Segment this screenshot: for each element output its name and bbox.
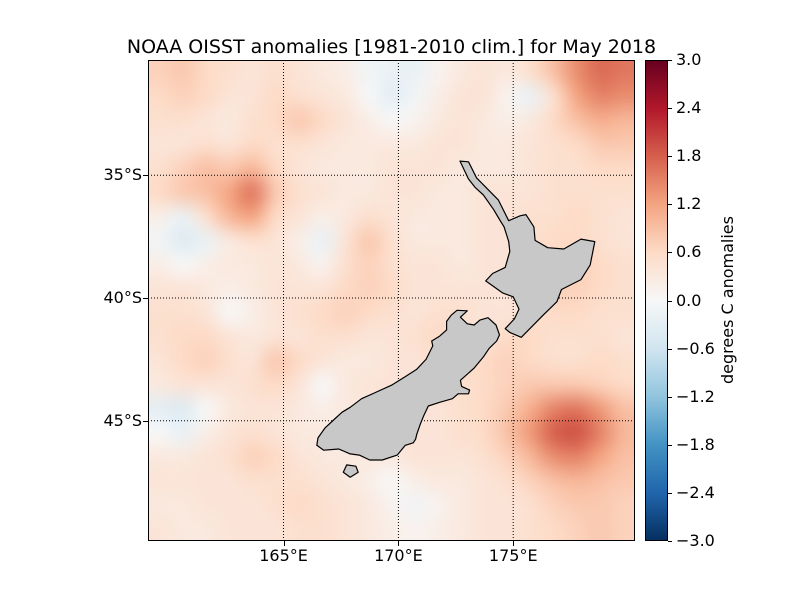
map-overlay [148,60,635,541]
colorbar-tick-label: −2.4 [676,482,715,502]
colorbar-tick-mark [668,348,672,350]
colorbar-tick-mark [668,156,672,158]
y-axis-tick-label: 35°S [103,165,142,185]
colorbar-tick-mark [668,204,672,206]
colorbar-tick-mark [668,252,672,254]
colorbar-tick-label: −3.0 [676,531,715,550]
colorbar-label: degrees C anomalies [718,216,737,384]
colorbar-tick-mark [668,541,672,542]
x-axis-tick-label: 175°E [488,546,538,565]
x-axis-tick-mark [513,541,515,546]
map-plot-area [148,60,635,541]
stewart-island-landmass [342,464,359,478]
colorbar-tick-mark [668,300,672,302]
graticule-gridlines [148,60,635,541]
y-axis-tick-mark [143,420,148,422]
colorbar-tick-label: −0.6 [676,338,715,358]
x-axis-tick-mark [398,541,400,546]
colorbar-tick-label: 1.2 [676,194,702,214]
y-axis-tick-label: 40°S [103,288,142,308]
colorbar-tick-label: 2.4 [676,98,702,118]
colorbar-tick-mark [668,444,672,446]
y-axis-tick-mark [143,175,148,177]
colorbar-gradient [646,61,667,540]
x-axis-tick-label: 165°E [259,546,308,565]
colorbar-tick-label: 0.6 [676,242,702,262]
colorbar-tick-label: 3.0 [676,50,702,69]
y-axis-tick-mark [143,298,148,300]
chart-title: NOAA OISST anomalies [1981-2010 clim.] f… [126,36,657,58]
y-axis-tick-label: 45°S [103,410,142,430]
colorbar-tick-label: 0.0 [676,290,702,310]
colorbar-tick-mark [668,396,672,398]
colorbar [645,60,668,541]
x-axis-tick-mark [283,541,285,546]
colorbar-tick-label: −1.8 [676,434,715,454]
north-island-landmass [459,160,596,338]
colorbar-tick-mark [668,60,672,61]
south-island-landmass [316,309,501,461]
plot-border [148,60,635,541]
x-axis-tick-label: 170°E [374,546,423,565]
colorbar-tick-label: 1.8 [676,146,702,166]
colorbar-tick-mark [668,492,672,494]
colorbar-tick-mark [668,108,672,110]
colorbar-tick-label: −1.2 [676,386,715,406]
